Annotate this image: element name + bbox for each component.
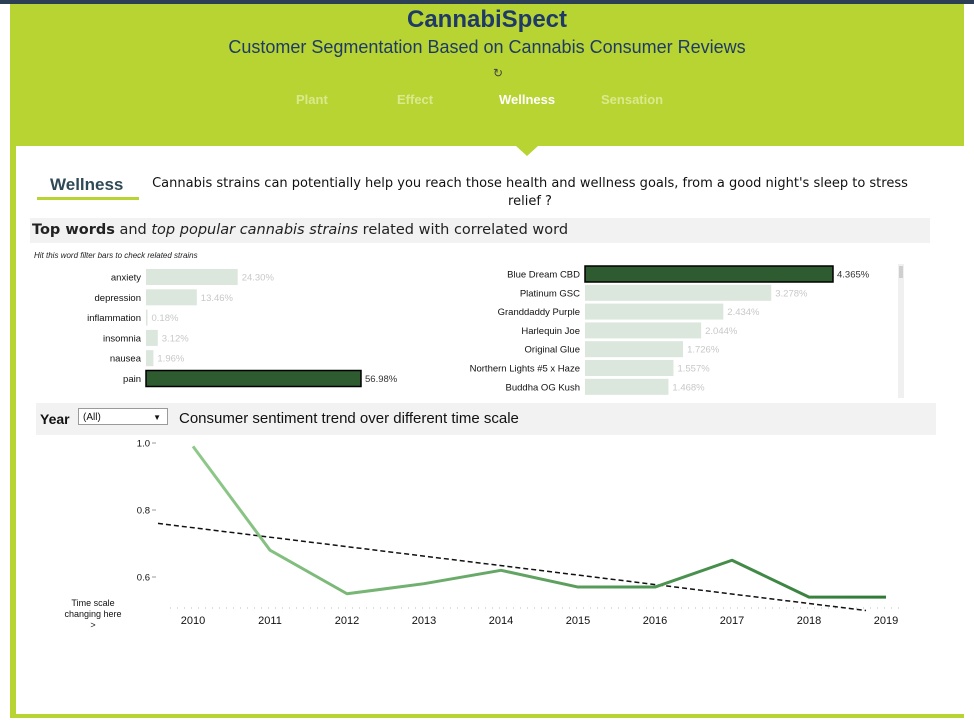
bar-category-label[interactable]: Northern Lights #5 x Haze (470, 364, 580, 375)
time-scale-line-3: > (90, 620, 96, 630)
year-dropdown-value: (All) (83, 412, 101, 423)
bar-category-label[interactable]: nausea (110, 354, 142, 365)
time-scale-line-1: Time scale (71, 598, 115, 608)
scrollbar-thumb[interactable] (899, 266, 903, 278)
strains-scrollbar[interactable] (898, 264, 904, 398)
bar-category-label[interactable]: Platinum GSC (520, 288, 580, 299)
y-tick-label: 0.6 (137, 573, 150, 584)
bar-value-label: 1.557% (677, 364, 710, 375)
data-point[interactable] (808, 596, 811, 599)
topwords-italic: top popular cannabis strains (151, 222, 359, 238)
section-heading: Wellness (50, 175, 124, 194)
bar[interactable] (585, 378, 669, 395)
data-point[interactable] (346, 592, 349, 595)
bar[interactable] (146, 350, 154, 367)
bar-value-label: 1.96% (157, 354, 184, 365)
x-tick-label: 2016 (643, 615, 667, 627)
bar-category-label[interactable]: Blue Dream CBD (507, 270, 580, 281)
refresh-icon[interactable]: ↻ (493, 66, 504, 80)
bar-category-label[interactable]: anxiety (111, 273, 141, 284)
filter-hint: Hit this word filter bars to check relat… (34, 251, 198, 260)
bar-category-label[interactable]: pain (123, 374, 141, 385)
data-point[interactable] (269, 549, 272, 552)
year-dropdown[interactable]: (All) ▼ (78, 408, 168, 425)
topwords-header: Top words and top popular cannabis strai… (30, 218, 930, 243)
active-tab-pointer (516, 146, 538, 156)
bar-category-label[interactable]: insomnia (103, 333, 142, 344)
bar-value-label: 56.98% (365, 374, 398, 385)
x-tick-label: 2015 (566, 615, 590, 627)
bar-value-label: 3.12% (162, 333, 189, 344)
y-tick-label: 1.0 (137, 439, 150, 450)
topwords-and: and (114, 222, 152, 238)
year-label: Year (40, 411, 70, 427)
bar-value-label: 24.30% (242, 273, 275, 284)
time-scale-line-2: changing here (64, 609, 122, 619)
x-tick-label: 2014 (489, 615, 513, 627)
x-tick-label: 2017 (720, 615, 744, 627)
time-scale-note[interactable]: Time scale changing here > (56, 598, 130, 631)
x-tick-label: 2012 (335, 615, 359, 627)
top-strip (0, 0, 974, 4)
data-point[interactable] (423, 582, 426, 585)
top-strains-chart[interactable]: Blue Dream CBD 4.365% Platinum GSC 3.278% Gr… (440, 262, 900, 398)
y-tick-label: 0.8 (137, 506, 150, 517)
tab-effect[interactable]: Effect (397, 92, 434, 107)
bar-category-label[interactable]: Harlequin Joe (521, 326, 580, 337)
tab-plant[interactable]: Plant (296, 92, 328, 107)
bar[interactable] (146, 289, 197, 306)
bar-category-label[interactable]: Buddha OG Kush (506, 382, 580, 393)
bar[interactable] (146, 269, 238, 285)
data-point[interactable] (654, 586, 657, 589)
bar[interactable] (146, 329, 158, 346)
bar[interactable] (585, 284, 772, 301)
bar-value-label: 1.468% (672, 382, 705, 393)
chevron-down-icon: ▼ (153, 413, 161, 422)
sentiment-series-line (191, 445, 886, 599)
sentiment-line-chart: 0.6 0.8 1.0 2010 2011 2012 2013 2014 2015 2016 201… (137, 439, 905, 627)
data-point[interactable] (192, 445, 195, 448)
bar[interactable] (146, 309, 148, 326)
bar-value-label: 0.18% (152, 313, 179, 324)
bar-category-label[interactable]: Original Glue (525, 345, 580, 356)
x-tick-label: 2019 (874, 615, 898, 627)
topwords-bold: Top words (32, 222, 115, 238)
section-underline (37, 197, 139, 200)
data-point[interactable] (731, 559, 734, 562)
tab-sensation[interactable]: Sensation (601, 92, 664, 107)
bar-category-label[interactable]: inflammation (87, 313, 141, 324)
trend-line (157, 522, 867, 612)
bar[interactable] (584, 265, 834, 283)
bar-value-label: 4.365% (837, 270, 870, 281)
bar-category-label[interactable]: Granddaddy Purple (498, 307, 580, 318)
bar[interactable] (145, 369, 362, 388)
x-tick-label: 2013 (412, 615, 436, 627)
bar-category-label[interactable]: depression (95, 293, 141, 304)
top-words-chart[interactable]: anxiety 24.30% depression 13.46% inflammatio… (0, 262, 470, 392)
bar-value-label: 1.726% (687, 345, 720, 356)
section-description: Cannabis strains can potentially help yo… (152, 176, 908, 209)
x-tick-label: 2011 (258, 615, 282, 627)
topwords-rest: related with correlated word (358, 222, 569, 238)
tab-wellness[interactable]: Wellness (499, 92, 556, 107)
bar-value-label: 2.434% (727, 307, 760, 318)
bar[interactable] (585, 341, 684, 358)
data-point[interactable] (577, 586, 580, 589)
app-title: CannabiSpect (406, 6, 568, 33)
bar[interactable] (585, 322, 702, 339)
bar[interactable] (585, 360, 674, 376)
bar[interactable] (585, 303, 724, 320)
filter-bar (36, 403, 936, 435)
trend-title: Consumer sentiment trend over different … (179, 410, 519, 427)
data-point[interactable] (885, 596, 888, 599)
bar-value-label: 13.46% (201, 293, 234, 304)
bar-value-label: 3.278% (775, 288, 808, 299)
app-subtitle: Customer Segmentation Based on Cannabis … (228, 37, 746, 57)
x-tick-label: 2010 (181, 615, 205, 627)
x-tick-label: 2018 (797, 615, 821, 627)
data-point[interactable] (500, 569, 503, 572)
bar-value-label: 2.044% (705, 326, 738, 337)
